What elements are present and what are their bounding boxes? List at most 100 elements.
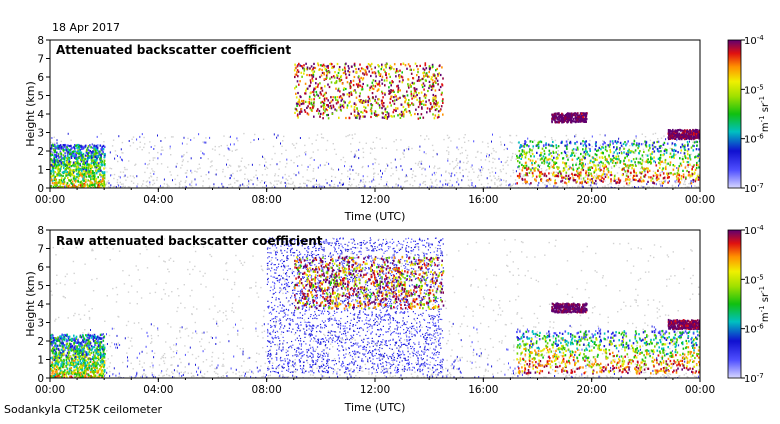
weak-return-cell [57,184,59,187]
boundary-cell [534,162,536,165]
boundary-cell [87,154,90,157]
cloud-cell [421,83,423,87]
noise-cell [340,159,342,161]
noise-cell [274,186,277,188]
boundary-cell [682,173,685,176]
cloud-cell [333,76,336,79]
noise-cell [512,183,515,185]
boundary-cell [567,174,570,177]
boundary-cell [594,142,597,146]
boundary-cell [633,171,636,174]
cloud-cell [406,94,409,97]
weak-return-cell [306,184,308,187]
cloud-cell [435,69,437,72]
noise-cell [470,179,472,181]
cloud-cell [335,109,338,112]
cloud-cell [307,105,309,108]
noise-cell [243,185,245,187]
cloud-cell [353,105,356,109]
boundary-cell [84,154,87,157]
boundary-cell [83,163,86,166]
noise-cell [116,181,119,184]
boundary-cell [665,165,667,168]
boundary-cell [613,174,616,178]
noise-cell [682,183,685,185]
boundary-cell [617,155,620,158]
layer-cell [669,131,671,134]
boundary-cell [578,175,581,178]
noise-cell [500,143,502,145]
boundary-cell [86,147,89,150]
boundary-cell [82,152,85,156]
boundary-cell [625,165,627,168]
cloud-cell [349,100,351,103]
noise-cell [292,181,294,183]
cloud-cell [429,107,431,111]
cloud-cell [397,84,399,87]
cloud-cell [431,76,433,79]
noise-cell [523,174,525,176]
cloud-cell [345,62,347,65]
boundary-cell [569,140,572,143]
boundary-cell [624,170,627,173]
weak-return-cell [358,148,360,151]
noise-cell [151,168,153,170]
boundary-cell [75,144,77,148]
boundary-cell [625,152,628,155]
boundary-cell [58,144,61,148]
noise-cell [330,168,333,170]
noise-cell [663,135,665,137]
boundary-cell [626,155,628,158]
boundary-cell [572,151,575,154]
noise-cell [457,162,459,164]
boundary-cell [606,168,608,171]
noise-cell [51,184,53,186]
noise-cell [372,168,375,170]
boundary-cell [82,155,84,158]
boundary-cell [549,178,552,182]
boundary-cell [92,183,94,187]
layer-cell [556,113,559,116]
boundary-cell [87,167,90,170]
boundary-cell [631,166,633,169]
noise-cell [527,175,529,177]
noise-cell [133,177,135,179]
weak-return-cell [604,173,606,176]
noise-cell [362,156,365,159]
boundary-cell [695,177,698,180]
weak-return-cell [163,178,165,181]
boundary-cell [592,156,594,159]
boundary-cell [543,162,546,165]
boundary-cell [589,161,591,164]
boundary-cell [625,177,627,181]
cloud-cell [320,74,323,77]
cloud-cell [344,68,346,71]
cloud-cell [432,97,434,100]
noise-cell [274,175,276,177]
noise-cell [142,180,145,182]
cloud-cell [342,88,345,91]
boundary-cell [535,179,537,182]
noise-cell [527,186,529,188]
boundary-cell [73,170,76,173]
boundary-cell [99,183,102,186]
noise-cell [160,186,162,188]
noise-cell [588,147,590,149]
weak-return-cell [423,151,425,154]
cloud-cell [396,85,398,88]
boundary-cell [554,161,556,164]
noise-cell [156,179,158,181]
noise-cell [222,168,224,171]
cloud-cell [390,114,392,118]
weak-return-cell [190,139,192,141]
noise-cell [684,180,686,182]
cloud-cell [441,66,443,69]
cloud-cell [402,95,405,98]
noise-cell [160,149,163,151]
noise-cell [692,141,694,143]
boundary-cell [578,171,581,174]
noise-cell [515,158,517,160]
noise-cell [236,170,238,172]
noise-cell [335,153,337,155]
cloud-cell [296,109,298,112]
